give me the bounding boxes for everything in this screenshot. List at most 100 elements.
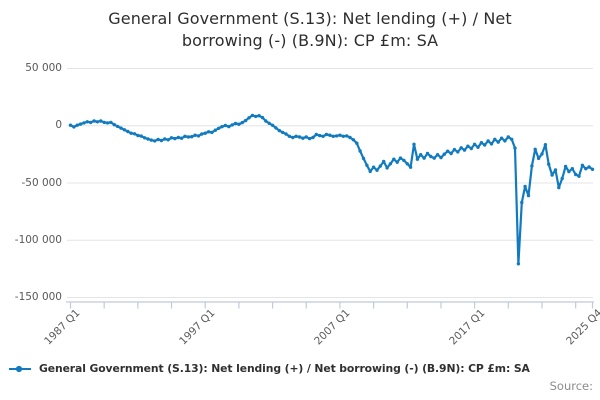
data-point-marker[interactable] bbox=[355, 141, 359, 145]
data-point-marker[interactable] bbox=[132, 132, 137, 136]
data-point-marker[interactable] bbox=[422, 156, 426, 160]
data-point-marker[interactable] bbox=[196, 134, 201, 138]
data-point-marker[interactable] bbox=[78, 122, 83, 126]
data-point-marker[interactable] bbox=[153, 139, 157, 143]
data-point-marker[interactable] bbox=[533, 147, 537, 151]
data-point-marker[interactable] bbox=[543, 143, 548, 147]
data-point-marker[interactable] bbox=[247, 116, 251, 120]
data-point-marker[interactable] bbox=[523, 184, 527, 189]
data-point-marker[interactable] bbox=[398, 156, 403, 160]
data-point-marker[interactable] bbox=[250, 113, 255, 118]
data-point-marker[interactable] bbox=[324, 132, 329, 137]
data-point-marker[interactable] bbox=[446, 149, 450, 153]
data-point-marker[interactable] bbox=[395, 160, 399, 164]
data-point-marker[interactable] bbox=[550, 173, 554, 177]
data-point-marker[interactable] bbox=[159, 138, 164, 143]
data-point-marker[interactable] bbox=[574, 172, 578, 177]
data-point-marker[interactable] bbox=[590, 167, 595, 171]
data-point-marker[interactable] bbox=[584, 167, 588, 171]
data-point-marker[interactable] bbox=[257, 114, 261, 118]
data-point-marker[interactable] bbox=[240, 120, 244, 125]
data-point-marker[interactable] bbox=[469, 146, 473, 151]
data-point-marker[interactable] bbox=[119, 126, 123, 130]
data-point-marker[interactable] bbox=[547, 162, 551, 166]
data-point-marker[interactable] bbox=[156, 137, 160, 142]
data-point-marker[interactable] bbox=[375, 168, 379, 172]
data-point-marker[interactable] bbox=[382, 159, 386, 164]
data-point-marker[interactable] bbox=[193, 133, 197, 137]
data-point-marker[interactable] bbox=[520, 200, 524, 205]
data-point-marker[interactable] bbox=[186, 135, 191, 139]
data-point-marker[interactable] bbox=[334, 134, 339, 138]
data-point-marker[interactable] bbox=[230, 123, 234, 127]
data-point-marker[interactable] bbox=[270, 123, 275, 128]
data-point-marker[interactable] bbox=[260, 115, 265, 120]
data-point-marker[interactable] bbox=[338, 133, 342, 137]
data-point-marker[interactable] bbox=[425, 151, 430, 156]
data-point-marker[interactable] bbox=[415, 157, 420, 161]
data-point-marker[interactable] bbox=[99, 119, 103, 123]
data-point-marker[interactable] bbox=[388, 162, 393, 166]
data-point-marker[interactable] bbox=[459, 146, 463, 150]
data-point-marker[interactable] bbox=[274, 126, 278, 130]
data-point-marker[interactable] bbox=[203, 131, 207, 135]
data-point-marker[interactable] bbox=[513, 146, 517, 150]
data-point-marker[interactable] bbox=[183, 134, 187, 138]
data-point-marker[interactable] bbox=[254, 114, 258, 119]
data-point-marker[interactable] bbox=[429, 154, 433, 159]
data-point-marker[interactable] bbox=[341, 134, 345, 138]
data-point-marker[interactable] bbox=[237, 122, 241, 126]
data-point-marker[interactable] bbox=[483, 143, 487, 147]
data-point-marker[interactable] bbox=[476, 145, 480, 149]
data-point-marker[interactable] bbox=[109, 120, 113, 125]
data-point-marker[interactable] bbox=[361, 156, 366, 161]
legend[interactable]: General Government (S.13): Net lending (… bbox=[8, 362, 530, 375]
data-point-marker[interactable] bbox=[553, 168, 558, 172]
data-point-marker[interactable] bbox=[419, 153, 423, 157]
data-point-marker[interactable] bbox=[516, 262, 521, 266]
data-point-marker[interactable] bbox=[68, 123, 73, 127]
data-point-marker[interactable] bbox=[206, 130, 211, 134]
data-point-marker[interactable] bbox=[540, 152, 544, 156]
data-point-marker[interactable] bbox=[577, 174, 581, 178]
data-point-marker[interactable] bbox=[510, 137, 514, 141]
data-point-marker[interactable] bbox=[439, 155, 443, 160]
data-point-marker[interactable] bbox=[348, 135, 352, 140]
data-point-marker[interactable] bbox=[378, 164, 382, 168]
data-point-marker[interactable] bbox=[442, 152, 446, 156]
data-point-marker[interactable] bbox=[506, 135, 510, 139]
data-point-marker[interactable] bbox=[102, 120, 106, 125]
data-point-marker[interactable] bbox=[493, 137, 497, 141]
data-point-marker[interactable] bbox=[149, 138, 153, 142]
data-point-marker[interactable] bbox=[243, 118, 248, 123]
data-point-marker[interactable] bbox=[233, 121, 238, 126]
data-point-marker[interactable] bbox=[580, 163, 585, 167]
data-point-marker[interactable] bbox=[217, 126, 221, 130]
data-point-marker[interactable] bbox=[142, 136, 147, 140]
data-point-marker[interactable] bbox=[499, 136, 504, 140]
data-point-marker[interactable] bbox=[139, 134, 143, 138]
data-point-marker[interactable] bbox=[496, 140, 500, 144]
data-point-marker[interactable] bbox=[472, 142, 477, 146]
data-point-marker[interactable] bbox=[277, 128, 281, 133]
data-point-marker[interactable] bbox=[122, 128, 127, 132]
data-point-marker[interactable] bbox=[365, 163, 369, 167]
data-point-marker[interactable] bbox=[526, 193, 531, 198]
data-point-marker[interactable] bbox=[146, 137, 150, 141]
data-point-marker[interactable] bbox=[392, 157, 396, 161]
data-point-marker[interactable] bbox=[560, 176, 564, 181]
data-point-marker[interactable] bbox=[557, 185, 561, 190]
data-point-marker[interactable] bbox=[536, 156, 541, 161]
data-point-marker[interactable] bbox=[570, 167, 574, 171]
data-point-marker[interactable] bbox=[291, 135, 295, 140]
data-point-marker[interactable] bbox=[166, 138, 170, 142]
data-point-marker[interactable] bbox=[129, 131, 133, 135]
data-point-marker[interactable] bbox=[321, 134, 325, 138]
data-point-marker[interactable] bbox=[281, 130, 285, 135]
data-point-marker[interactable] bbox=[479, 141, 484, 145]
data-point-marker[interactable] bbox=[294, 134, 298, 138]
data-point-marker[interactable] bbox=[452, 147, 457, 152]
data-point-marker[interactable] bbox=[301, 136, 305, 140]
data-point-marker[interactable] bbox=[200, 132, 204, 136]
data-point-marker[interactable] bbox=[210, 130, 214, 135]
